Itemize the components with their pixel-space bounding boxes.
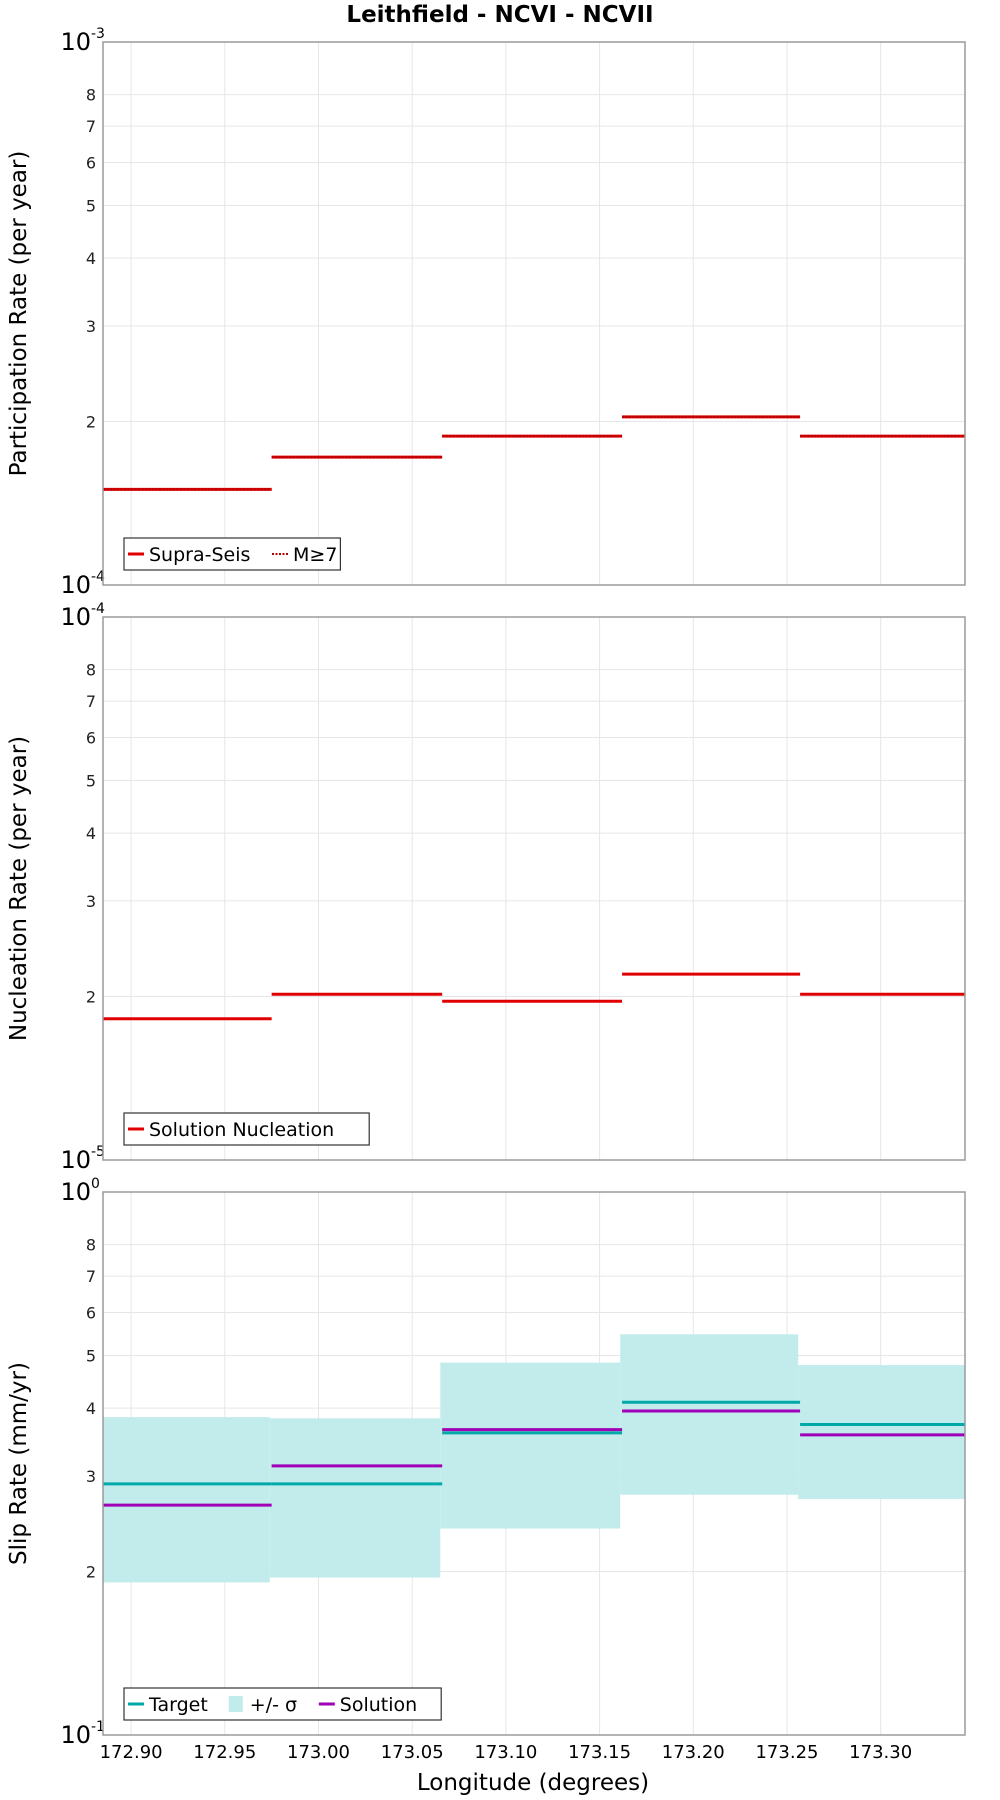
sigma-band [798,1365,965,1500]
legend-box [123,1112,370,1146]
y-tick-label: 7 [86,117,96,136]
y-major-tick-label: 10 [60,28,91,56]
y-tick-label: 6 [86,1303,96,1322]
y-tick-label: 6 [86,153,96,172]
plot-frame [102,41,966,586]
y-tick-label: 4 [86,249,96,268]
sigma-band [269,1418,441,1578]
legend-label: Target [148,1694,208,1716]
y-tick-label: 4 [86,824,96,843]
y-tick-label: 5 [86,771,96,790]
legend-label: M≥7 [293,544,337,566]
x-tick-label: 173.00 [287,1742,350,1763]
y-tick-label: 7 [86,692,96,711]
chart-title: Leithfield - NCVI - NCVII [346,2,653,28]
y-tick-label: 8 [86,1236,96,1255]
plot-frame [102,616,966,1161]
x-tick-label: 172.95 [193,1742,256,1763]
plot-background [103,42,965,585]
y-tick-label: 3 [86,317,96,336]
y-major-tick-label: 10 [60,1721,91,1749]
y-tick-label: 8 [86,86,96,105]
y-major-tick-exponent: -1 [91,1719,105,1735]
plot-frame [102,1191,966,1736]
y-tick-label: 2 [86,988,96,1007]
x-tick-label: 173.30 [849,1742,912,1763]
y-major-tick-label: 10 [60,571,91,599]
legend-swatch [228,1696,243,1712]
y-tick-label: 5 [86,1346,96,1365]
y-major-tick-label: 10 [60,603,91,631]
y-major-tick-exponent: -5 [91,1144,105,1160]
legend: Target +/- σ Solution [123,1687,442,1721]
plot-background [103,617,965,1160]
sigma-band [440,1362,621,1529]
x-tick-label: 173.25 [755,1742,818,1763]
y-major-tick-exponent: -4 [91,569,105,585]
sigma-band [103,1417,270,1583]
y-axis-label: Nucleation Rate (per year) [6,736,32,1041]
legend-box [123,537,341,571]
y-axis-label: Slip Rate (mm/yr) [6,1362,32,1565]
y-major-tick-label: 10 [60,1146,91,1174]
y-tick-label: 4 [86,1399,96,1418]
y-major-tick-exponent: 0 [91,1176,100,1192]
y-tick-label: 3 [86,892,96,911]
x-tick-label: 173.10 [474,1742,537,1763]
y-tick-label: 2 [86,1563,96,1582]
y-axis-label: Participation Rate (per year) [6,151,32,477]
y-tick-label: 3 [86,1467,96,1486]
y-major-tick-exponent: -4 [91,601,105,617]
legend-label: +/- σ [250,1694,297,1716]
x-tick-label: 173.15 [568,1742,631,1763]
y-tick-label: 6 [86,728,96,747]
legend: Solution Nucleation [123,1112,370,1146]
y-major-tick-label: 10 [60,1178,91,1206]
legend-label: Supra-Seis [149,544,250,566]
x-tick-label: 172.90 [100,1742,163,1763]
y-tick-label: 5 [86,196,96,215]
sigma-band [620,1334,799,1495]
y-tick-label: 7 [86,1267,96,1286]
legend-label: Solution Nucleation [149,1119,334,1141]
legend-box [123,1687,442,1721]
y-tick-label: 2 [86,413,96,432]
y-tick-label: 8 [86,661,96,680]
x-axis-label: Longitude (degrees) [417,1770,649,1796]
legend: Supra-Seis M≥7 [123,537,341,571]
legend-label: Solution [340,1694,417,1716]
x-tick-label: 173.20 [662,1742,725,1763]
y-major-tick-exponent: -3 [91,26,105,42]
x-tick-label: 173.05 [381,1742,444,1763]
